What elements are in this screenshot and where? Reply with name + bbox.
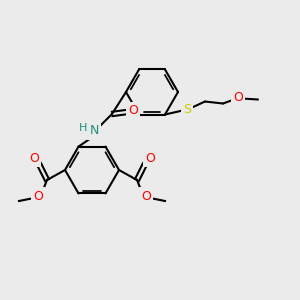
Text: O: O bbox=[141, 190, 151, 202]
Text: S: S bbox=[183, 103, 191, 116]
Text: O: O bbox=[29, 152, 39, 164]
Text: O: O bbox=[145, 152, 155, 164]
Text: O: O bbox=[233, 91, 243, 104]
Text: O: O bbox=[33, 190, 43, 202]
Text: N: N bbox=[89, 124, 99, 137]
Text: O: O bbox=[128, 104, 138, 118]
Text: H: H bbox=[79, 123, 87, 133]
